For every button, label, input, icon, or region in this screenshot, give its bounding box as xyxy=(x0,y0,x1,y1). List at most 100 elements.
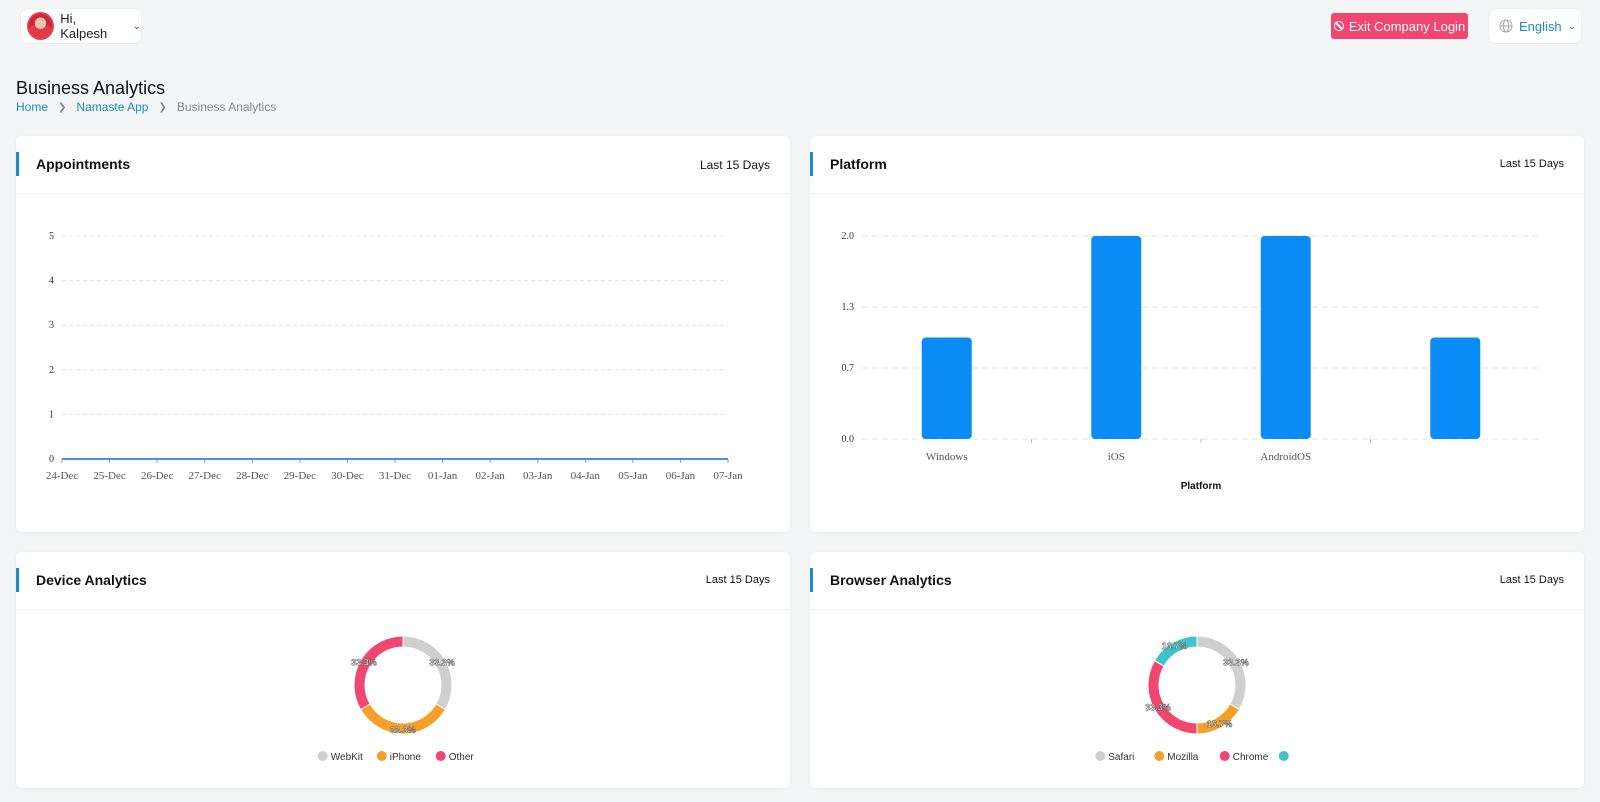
chevron-down-icon: ⌄ xyxy=(132,20,141,32)
appointments-line-chart: 0 1 2 3 4 5 24-Dec 25-Dec 26-Dec 27-Dec 28-Dec 29-D… xyxy=(46,231,743,482)
card-title: Browser Analytics xyxy=(830,572,952,588)
date-range-label: Last 15 Days xyxy=(705,574,770,586)
browser-analytics-card: Browser Analytics Last 15 Days 33.3% 16.7… xyxy=(810,552,1584,788)
legend-swatch xyxy=(376,751,387,761)
legend-label: Mozilla xyxy=(1167,752,1199,763)
card-accent xyxy=(16,152,19,176)
language-label: English xyxy=(1519,18,1562,34)
x-tick-label: 02-Jan xyxy=(475,470,505,482)
avatar xyxy=(27,12,55,40)
legend-swatch xyxy=(317,751,328,761)
x-tick-label: 27-Dec xyxy=(189,470,221,482)
user-greeting: Hi, Kalpesh xyxy=(60,11,108,41)
card-accent xyxy=(16,568,19,592)
pie-slice xyxy=(353,635,404,711)
platform-card: Platform Last 15 Days 0.0 0.7 1.3 2.0 Window… xyxy=(810,136,1584,532)
exit-button-label: Exit Company Login xyxy=(1348,18,1466,34)
card-title: Device Analytics xyxy=(36,572,147,588)
breadcrumb-home[interactable]: Home xyxy=(16,100,49,114)
card-header: Device Analytics Last 15 Days xyxy=(16,552,790,610)
device-donut-chart: 33.3% 33.3% 33.3% WebKit iPhone Other xyxy=(317,635,475,763)
bar xyxy=(1091,236,1142,439)
pie-slice xyxy=(1147,659,1198,735)
x-tick-label: 07-Jan xyxy=(713,470,743,482)
y-tick-label: 0.0 xyxy=(842,434,855,445)
x-axis-title: Platform xyxy=(1181,481,1222,492)
chevron-down-icon: ⌄ xyxy=(1567,20,1577,32)
ban-icon xyxy=(1333,21,1344,31)
x-tick-label: 31-Dec xyxy=(379,470,411,482)
breadcrumb-current: Business Analytics xyxy=(176,100,277,114)
x-tick-label: 26-Dec xyxy=(141,470,173,482)
card-accent xyxy=(810,568,813,592)
slice-label: 33.3% xyxy=(390,725,416,735)
exit-company-login-button[interactable]: Exit Company Login xyxy=(1331,13,1468,39)
date-range-label: Last 15 Days xyxy=(1499,574,1564,586)
top-bar: Hi, Kalpesh ⌄ Exit Company Login English… xyxy=(0,0,1600,52)
card-accent xyxy=(810,152,813,176)
legend-swatch xyxy=(1095,751,1106,761)
breadcrumb: Home ❯ Namaste App ❯ Business Analytics xyxy=(16,100,276,114)
legend-swatch xyxy=(1278,751,1289,761)
legend-label: iPhone xyxy=(390,752,422,763)
breadcrumb-namaste-app[interactable]: Namaste App xyxy=(76,100,149,114)
y-tick-label: 5 xyxy=(49,231,54,242)
platform-bar-chart: 0.0 0.7 1.3 2.0 Windows iOS AndroidOS Platform xyxy=(842,231,1540,492)
slice-label: 16.7% xyxy=(1162,641,1188,651)
slice-label: 16.7% xyxy=(1207,719,1233,729)
y-tick-label: 2 xyxy=(49,365,54,376)
legend-swatch xyxy=(1154,751,1165,761)
x-tick-label: 25-Dec xyxy=(93,470,125,482)
user-menu[interactable]: Hi, Kalpesh ⌄ xyxy=(20,8,142,44)
x-tick-label: 05-Jan xyxy=(618,470,648,482)
legend-swatch xyxy=(1219,751,1230,761)
y-tick-label: 0 xyxy=(49,454,54,465)
date-range-label: Last 15 Days xyxy=(1499,158,1564,170)
x-tick-label: iOS xyxy=(1108,451,1125,463)
y-tick-label: 1 xyxy=(49,409,54,420)
slice-label: 33.3% xyxy=(351,658,377,668)
card-title: Appointments xyxy=(36,156,131,172)
slice-label: 33.3% xyxy=(1145,703,1171,713)
card-title: Platform xyxy=(830,156,887,172)
y-tick-label: 0.7 xyxy=(842,363,855,374)
x-tick-label: 04-Jan xyxy=(571,470,601,482)
x-tick-label: 03-Jan xyxy=(523,470,553,482)
bar xyxy=(1260,236,1311,439)
legend-label: Safari xyxy=(1108,752,1134,763)
x-tick-label: 24-Dec xyxy=(46,470,78,482)
card-header: Browser Analytics Last 15 Days xyxy=(810,552,1584,610)
device-analytics-card: Device Analytics Last 15 Days 33.3% 33.3%… xyxy=(16,552,790,788)
page-title: Business Analytics xyxy=(16,78,166,98)
pie-slice xyxy=(1153,635,1198,667)
x-tick-label: 28-Dec xyxy=(236,470,268,482)
x-tick-label: 06-Jan xyxy=(666,470,696,482)
globe-icon xyxy=(1499,19,1513,33)
x-tick-label: 29-Dec xyxy=(284,470,316,482)
bar xyxy=(921,337,972,439)
slice-label: 33.3% xyxy=(1223,657,1249,667)
legend-label: Chrome xyxy=(1233,752,1269,763)
y-tick-label: 1.3 xyxy=(842,302,855,313)
chevron-right-icon: ❯ xyxy=(58,101,67,113)
chevron-right-icon: ❯ xyxy=(158,101,167,113)
browser-donut-chart: 33.3% 16.7% 33.3% 16.7% Safari Mozilla Chrome xyxy=(1095,635,1289,763)
y-tick-label: 2.0 xyxy=(842,231,855,242)
y-tick-label: 4 xyxy=(49,276,54,287)
pie-slice xyxy=(1196,635,1247,711)
pie-slice xyxy=(402,635,453,711)
x-tick-label: 01-Jan xyxy=(428,470,458,482)
language-selector[interactable]: English ⌄ xyxy=(1488,8,1582,44)
appointments-card: Appointments Last 15 Days 0 1 2 3 4 5 24-Dec 25… xyxy=(16,136,790,532)
bar xyxy=(1430,337,1481,439)
x-tick-label: AndroidOS xyxy=(1260,451,1311,463)
x-tick-label: Windows xyxy=(926,451,968,463)
date-range-label: Last 15 Days xyxy=(699,158,770,172)
card-header: Platform Last 15 Days xyxy=(810,136,1584,194)
slice-label: 33.3% xyxy=(429,658,455,668)
legend-swatch xyxy=(435,751,446,761)
x-tick-label: 30-Dec xyxy=(331,470,363,482)
y-tick-label: 3 xyxy=(49,320,54,331)
legend-label: WebKit xyxy=(331,752,363,763)
legend-label: Other xyxy=(449,752,475,763)
